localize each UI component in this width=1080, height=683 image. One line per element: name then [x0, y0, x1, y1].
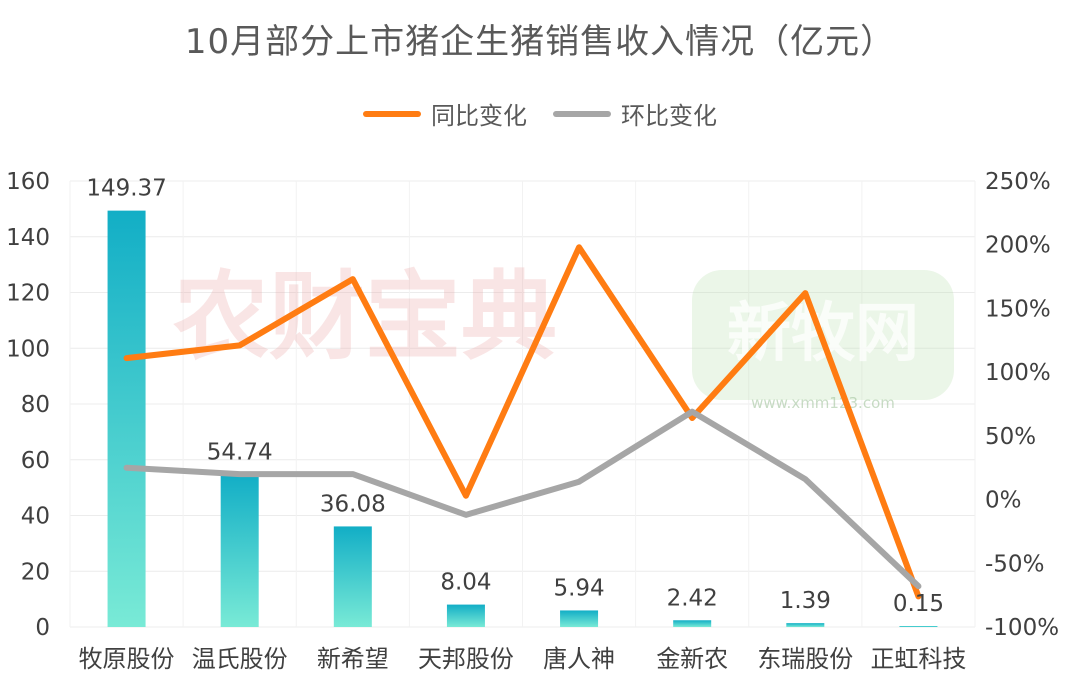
y-tick-label: 0 [35, 615, 50, 641]
bar [786, 623, 825, 627]
y2-tick-label: 250% [985, 169, 1051, 195]
watermark-left: 农财宝典 [173, 261, 557, 373]
series-point [350, 276, 356, 282]
bar [220, 474, 259, 627]
series-point [802, 476, 808, 482]
bar [333, 526, 372, 627]
series-line-yoy [123, 244, 922, 600]
watermark-right-sub: www.xmm123.com [751, 394, 895, 412]
bar-value-label: 54.74 [207, 439, 273, 465]
chart-legend: 同比变化 环比变化 [0, 96, 1080, 131]
y-tick-label: 140 [6, 225, 50, 251]
bar [899, 626, 938, 627]
bar [560, 610, 599, 627]
legend-item-yoy: 同比变化 [363, 96, 527, 131]
series-point [463, 512, 469, 518]
series-point [915, 583, 921, 589]
series-point [124, 355, 130, 361]
axes: 0 20 40 60 80 100 120 140 160 -100% -50% 0% 50% 100% 1… [6, 169, 1059, 673]
bar-value-label: 5.94 [553, 575, 604, 601]
y2-tick-label: 200% [985, 233, 1051, 259]
legend-item-mom: 环比变化 [553, 96, 717, 131]
y-tick-label: 20 [21, 559, 50, 585]
series-point [689, 409, 695, 415]
y-tick-label: 120 [6, 281, 50, 307]
y2-tick-label: 100% [985, 360, 1051, 386]
series-point [463, 493, 469, 499]
x-tick-label: 金新农 [656, 645, 728, 673]
x-tick-label: 正虹科技 [870, 645, 966, 673]
series-point [237, 471, 243, 477]
bar [673, 620, 712, 627]
y2-tick-label: -100% [985, 615, 1059, 641]
legend-swatch-mom [553, 110, 611, 117]
series-line-mom [123, 408, 922, 590]
bar-value-label: 149.37 [86, 176, 166, 202]
series-point [350, 471, 356, 477]
bar-value-label: 0.15 [893, 591, 944, 617]
x-tick-label: 牧原股份 [79, 645, 175, 673]
y-tick-label: 100 [6, 336, 50, 362]
legend-label-yoy: 同比变化 [431, 102, 527, 130]
lines [123, 244, 922, 600]
legend-label-mom: 环比变化 [621, 102, 717, 130]
x-tick-label: 东瑞股份 [757, 645, 853, 673]
labels: 149.37 54.74 36.08 8.04 5.94 2.42 1.39 0.15 [86, 176, 944, 617]
x-tick-label: 唐人神 [543, 645, 615, 673]
series-point [576, 479, 582, 485]
y-tick-label: 160 [6, 169, 50, 195]
grid-lines [69, 180, 976, 628]
y-tick-label: 40 [21, 504, 50, 530]
x-tick-label: 天邦股份 [418, 645, 514, 673]
series-point [124, 465, 130, 471]
bar-value-label: 2.42 [667, 585, 718, 611]
x-tick-label: 新希望 [317, 645, 389, 673]
y2-tick-label: -50% [985, 551, 1044, 577]
bars [107, 210, 938, 628]
bar [107, 210, 146, 628]
y2-tick-label: 150% [985, 296, 1051, 322]
legend-swatch-yoy [363, 110, 421, 117]
bar-value-label: 1.39 [780, 588, 831, 614]
y2-tick-label: 0% [985, 488, 1022, 514]
series-point [689, 415, 695, 421]
series-point [915, 593, 921, 599]
y-tick-label: 80 [21, 392, 50, 418]
series-point [237, 342, 243, 348]
series-point [576, 244, 582, 250]
bar-value-label: 36.08 [320, 491, 386, 517]
x-tick-label: 温氏股份 [192, 645, 288, 673]
chart-title: 10月部分上市猪企生猪销售收入情况（亿元） [184, 22, 896, 62]
bar-value-label: 8.04 [440, 570, 491, 596]
bar [446, 604, 485, 627]
series-point [802, 290, 808, 296]
y-tick-label: 60 [21, 448, 50, 474]
y2-tick-label: 50% [985, 424, 1036, 450]
